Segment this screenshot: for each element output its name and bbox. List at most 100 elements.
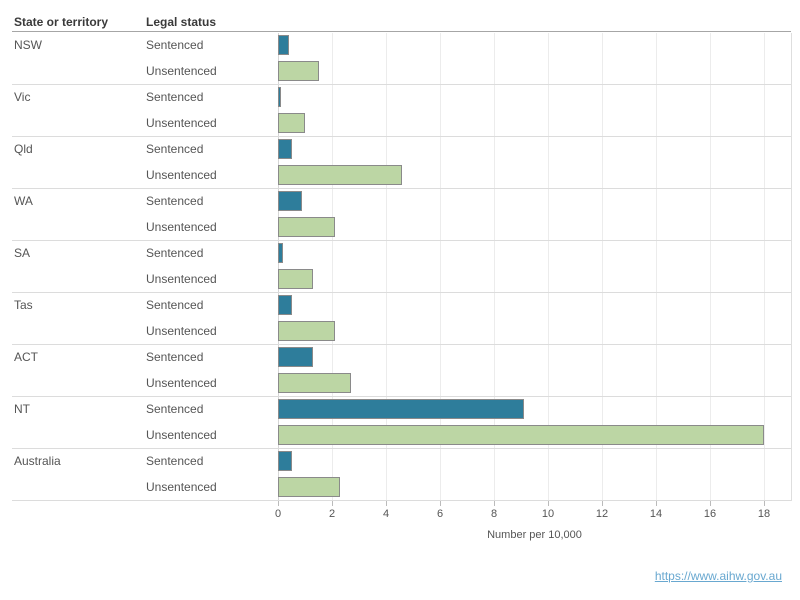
state-block: Qld Sentenced Unsentenced: [0, 137, 800, 189]
row-separator: [12, 84, 791, 85]
x-tick-label: 12: [595, 508, 609, 520]
x-tick-label: 4: [382, 508, 390, 520]
legal-status-label-unsentenced: Unsentenced: [146, 220, 217, 234]
state-label: Tas: [14, 298, 33, 312]
x-tick: [548, 501, 549, 506]
gridline: [440, 33, 441, 501]
x-tick: [710, 501, 711, 506]
row-separator: [12, 292, 791, 293]
legal-status-label-sentenced: Sentenced: [146, 194, 204, 208]
sentenced-bar[interactable]: [278, 87, 281, 107]
state-label: Qld: [14, 142, 33, 156]
gridline: [764, 33, 765, 501]
legal-status-label-sentenced: Sentenced: [146, 402, 204, 416]
state-block: Vic Sentenced Unsentenced: [0, 85, 800, 137]
legal-status-label-sentenced: Sentenced: [146, 454, 204, 468]
x-tick: [440, 501, 441, 506]
row-separator: [12, 396, 791, 397]
x-tick: [764, 501, 765, 506]
row-separator: [12, 136, 791, 137]
legal-status-label-unsentenced: Unsentenced: [146, 64, 217, 78]
unsentenced-bar[interactable]: [278, 269, 314, 289]
state-label: WA: [14, 194, 33, 208]
legal-status-label-sentenced: Sentenced: [146, 38, 204, 52]
row-separator: [12, 344, 791, 345]
x-tick-label: 2: [328, 508, 336, 520]
unsentenced-bar[interactable]: [278, 477, 341, 497]
x-tick-label: 10: [541, 508, 555, 520]
x-tick: [656, 501, 657, 506]
gridline: [332, 33, 333, 501]
legal-status-label-sentenced: Sentenced: [146, 142, 204, 156]
row-separator: [12, 188, 791, 189]
legal-status-label-sentenced: Sentenced: [146, 90, 204, 104]
x-tick: [602, 501, 603, 506]
sentenced-bar[interactable]: [278, 243, 284, 263]
unsentenced-bar[interactable]: [278, 165, 403, 185]
legal-status-label-unsentenced: Unsentenced: [146, 168, 217, 182]
sentenced-bar[interactable]: [278, 451, 292, 471]
gridline: [710, 33, 711, 501]
x-tick: [494, 501, 495, 506]
state-block: NSW Sentenced Unsentenced: [0, 33, 800, 85]
unsentenced-bar[interactable]: [278, 321, 335, 341]
column-header-legal-status: Legal status: [146, 15, 217, 29]
x-tick-label: 16: [703, 508, 717, 520]
legal-status-label-unsentenced: Unsentenced: [146, 376, 217, 390]
sentenced-bar[interactable]: [278, 295, 292, 315]
x-tick-label: 6: [436, 508, 444, 520]
sentenced-bar[interactable]: [278, 191, 303, 211]
row-separator: [12, 500, 791, 501]
zero-axis-line: [278, 33, 279, 501]
x-tick: [278, 501, 279, 506]
header-underline: [12, 31, 791, 32]
legal-status-label-sentenced: Sentenced: [146, 246, 204, 260]
gridline: [548, 33, 549, 501]
unsentenced-bar[interactable]: [278, 217, 335, 237]
state-block: Tas Sentenced Unsentenced: [0, 293, 800, 345]
state-label: SA: [14, 246, 31, 260]
state-label: NSW: [14, 38, 42, 52]
x-tick-label: 14: [649, 508, 663, 520]
state-label: ACT: [14, 350, 38, 364]
gridline: [386, 33, 387, 501]
x-tick-label: 0: [274, 508, 282, 520]
unsentenced-bar[interactable]: [278, 373, 351, 393]
state-block: WA Sentenced Unsentenced: [0, 189, 800, 241]
legal-status-label-unsentenced: Unsentenced: [146, 272, 217, 286]
legal-status-label-unsentenced: Unsentenced: [146, 428, 217, 442]
row-separator: [12, 448, 791, 449]
x-tick-label: 8: [490, 508, 498, 520]
legal-status-label-sentenced: Sentenced: [146, 298, 204, 312]
state-label: Vic: [14, 90, 31, 104]
x-tick: [386, 501, 387, 506]
legal-status-label-sentenced: Sentenced: [146, 350, 204, 364]
legal-status-label-unsentenced: Unsentenced: [146, 116, 217, 130]
gridline: [602, 33, 603, 501]
unsentenced-bar[interactable]: [278, 61, 319, 81]
row-separator: [12, 240, 791, 241]
plot-right-border: [791, 33, 792, 501]
sentenced-bar[interactable]: [278, 347, 314, 367]
sentenced-bar[interactable]: [278, 35, 289, 55]
state-label: NT: [14, 402, 30, 416]
source-link[interactable]: https://www.aihw.gov.au: [654, 569, 782, 583]
legal-status-label-unsentenced: Unsentenced: [146, 480, 217, 494]
legal-status-label-unsentenced: Unsentenced: [146, 324, 217, 338]
state-block: ACT Sentenced Unsentenced: [0, 345, 800, 397]
state-block: SA Sentenced Unsentenced: [0, 241, 800, 293]
gridline: [494, 33, 495, 501]
x-tick: [332, 501, 333, 506]
state-block: NT Sentenced Unsentenced: [0, 397, 800, 449]
state-label: Australia: [14, 454, 61, 468]
gridline: [656, 33, 657, 501]
state-block: Australia Sentenced Unsentenced: [0, 449, 800, 501]
x-axis-title: Number per 10,000: [487, 529, 582, 541]
sentenced-bar[interactable]: [278, 139, 292, 159]
column-header-state: State or territory: [14, 15, 109, 29]
unsentenced-bar[interactable]: [278, 113, 305, 133]
unsentenced-bar[interactable]: [278, 425, 764, 445]
sentenced-bar[interactable]: [278, 399, 524, 419]
x-tick-label: 18: [757, 508, 771, 520]
